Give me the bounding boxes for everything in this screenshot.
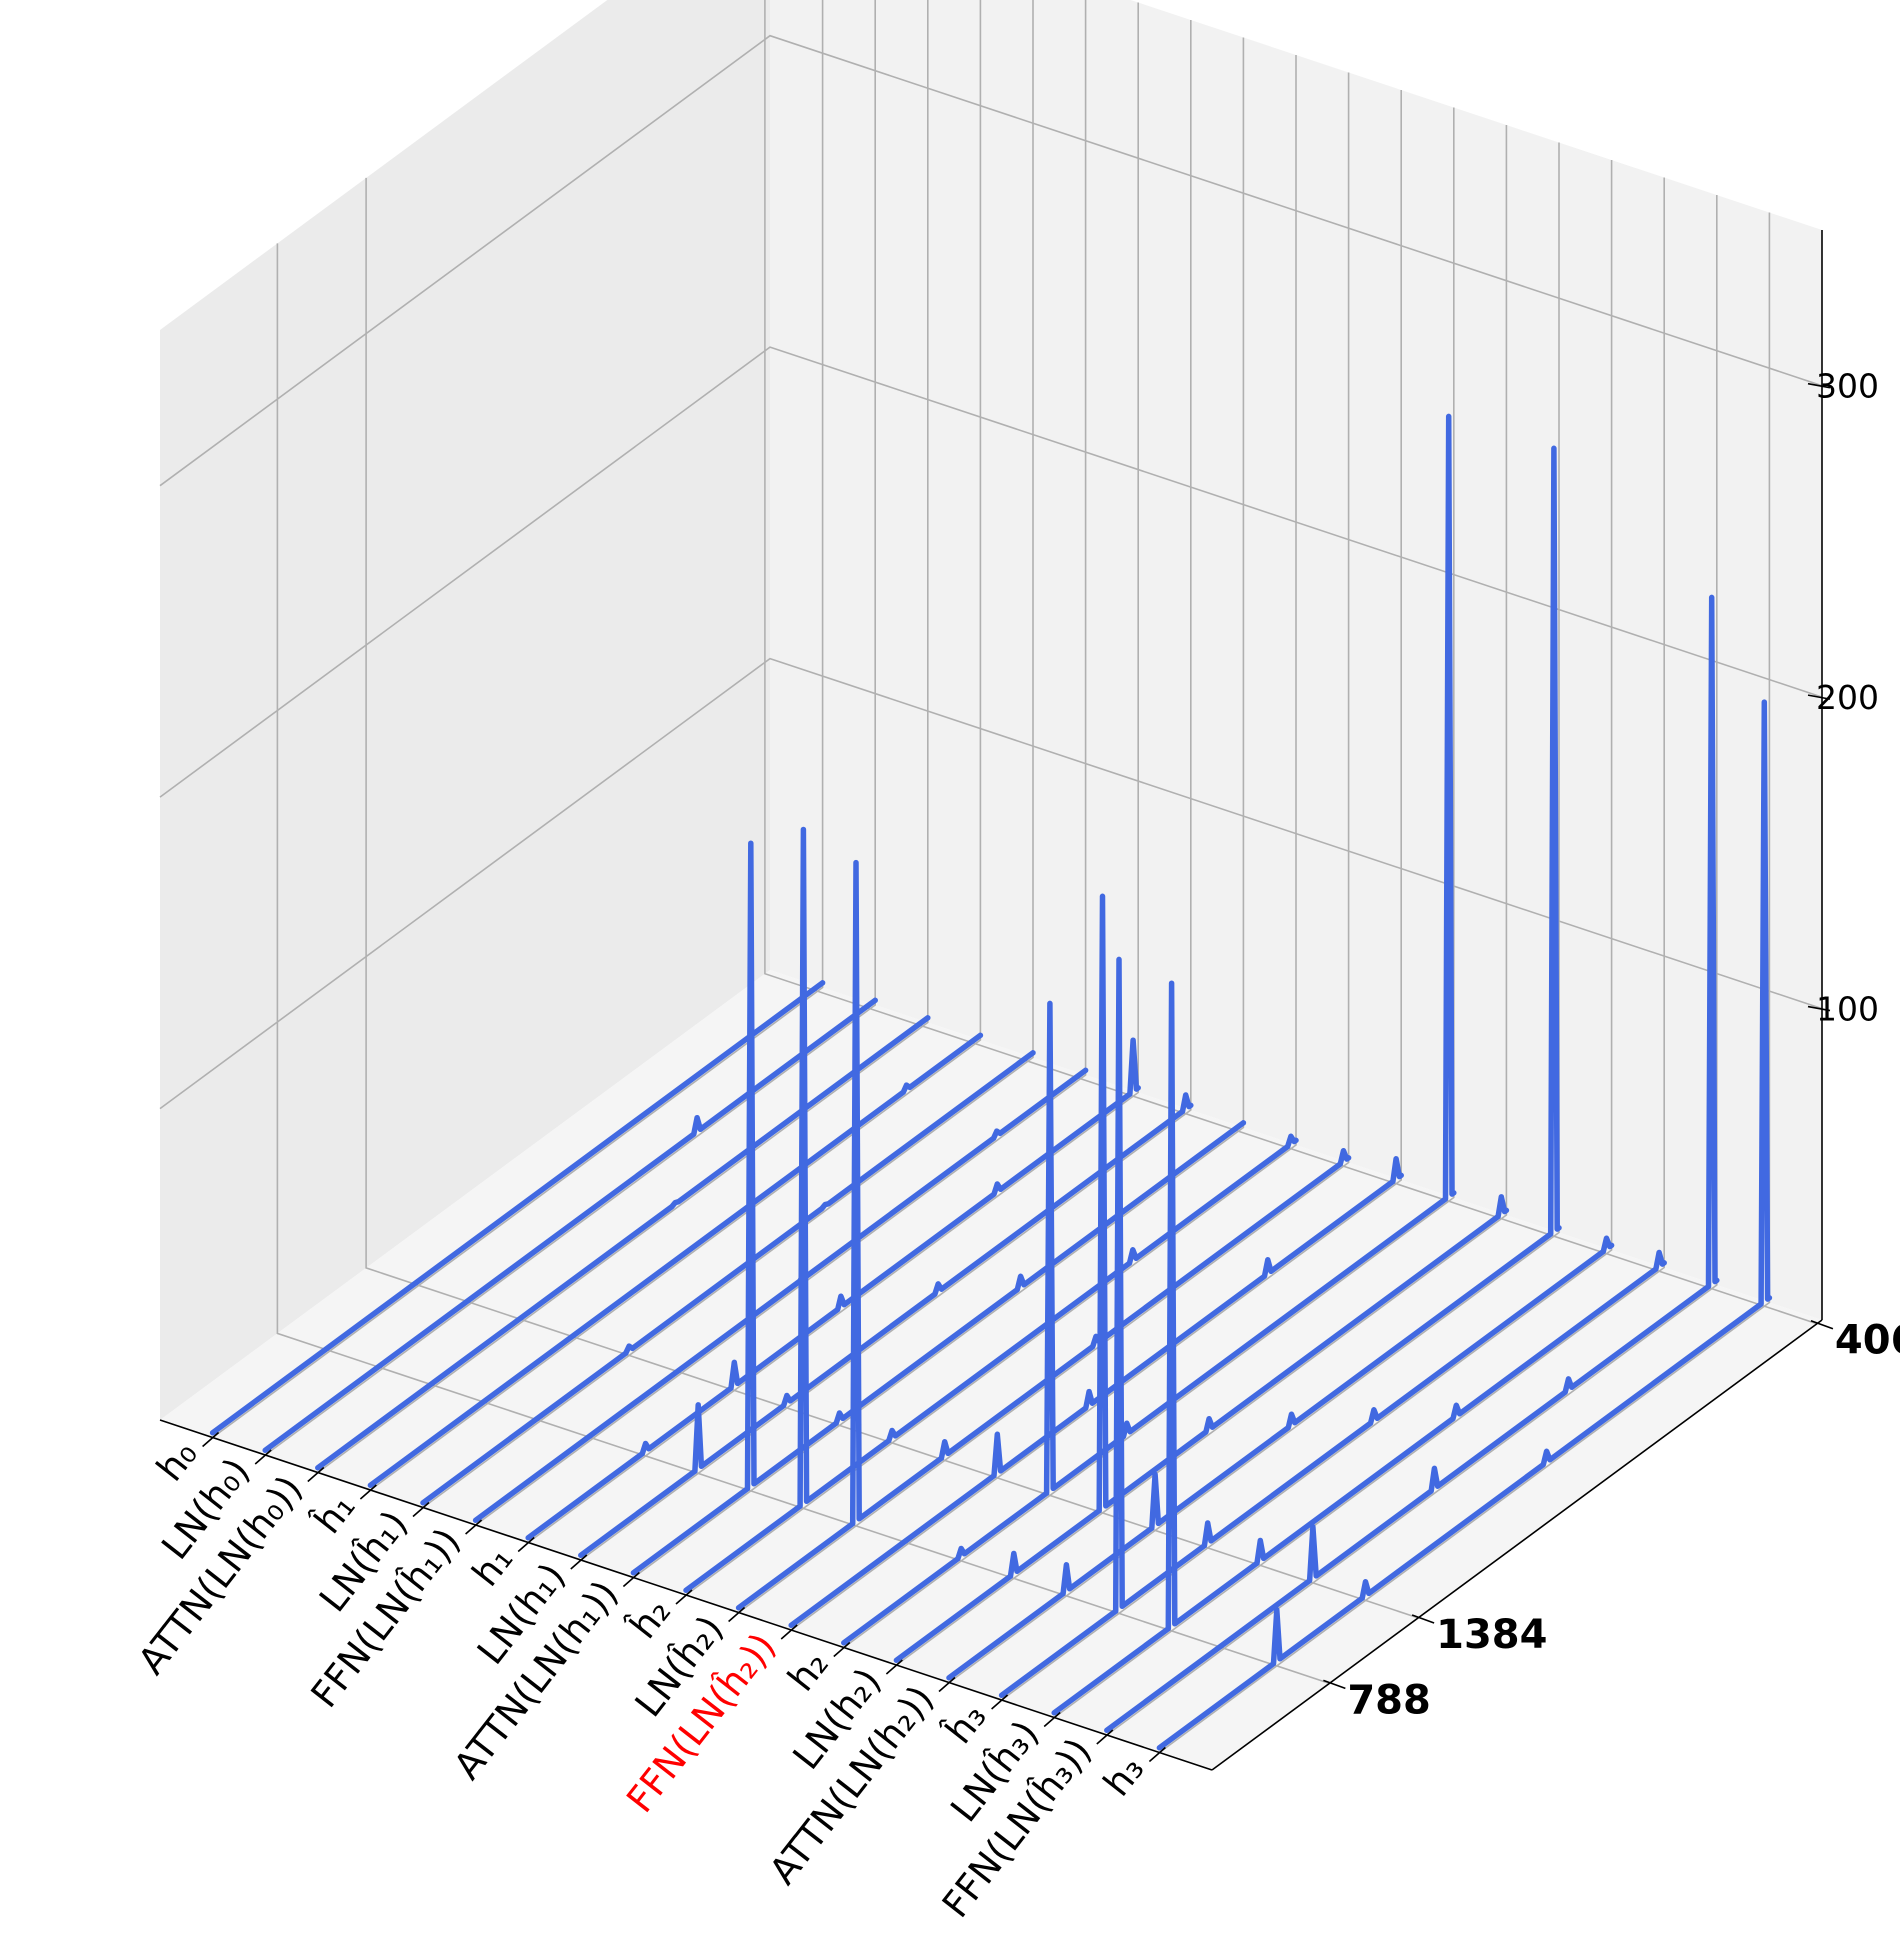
category-tick (780, 1624, 798, 1640)
series-line-10 (683, 826, 1299, 1594)
series-line-1 (209, 980, 826, 1436)
y-tick (1411, 1614, 1435, 1624)
category-tick (833, 1641, 851, 1658)
category-gridline (790, 90, 1402, 1631)
category-gridline (422, 0, 1034, 1509)
category-gridline (369, 0, 982, 1491)
y-tick-label: 788 (1347, 1677, 1431, 1723)
category-tick (202, 1431, 220, 1448)
z-tick (1807, 694, 1831, 700)
category-tick (359, 1484, 377, 1500)
category-label: ĥ₁ (305, 1484, 364, 1542)
category-tick (991, 1694, 1009, 1710)
z-tick-label: 200 (1816, 678, 1879, 717)
series-line-17 (1051, 980, 1667, 1716)
category-gridline (1053, 177, 1665, 1719)
series-line-19 (1156, 699, 1773, 1751)
category-gridline (580, 20, 1192, 1561)
category-tick (622, 1571, 640, 1588)
category-tick (1043, 1711, 1061, 1728)
series-line-15 (946, 445, 1562, 1681)
category-gridline (1001, 160, 1613, 1701)
left-pane (160, 0, 770, 1420)
category-gridline (738, 72, 1350, 1614)
category-gridline (475, 0, 1087, 1526)
series-line-11 (735, 859, 1352, 1611)
category-tick (465, 1519, 483, 1535)
y-tick-label: 1384 (1436, 1612, 1547, 1658)
y-tick-label: 4062 (1835, 1318, 1900, 1364)
series-line-16 (998, 956, 1615, 1699)
gridlines (159, 0, 1823, 1754)
category-gridline (1106, 195, 1718, 1736)
category-tick (307, 1466, 325, 1483)
series-line-3 (315, 1015, 931, 1471)
category-tick (885, 1659, 903, 1675)
category-gridline (685, 55, 1297, 1596)
category-gridline (527, 2, 1139, 1544)
category-tick (570, 1554, 588, 1570)
category-label: h₃ (1095, 1748, 1152, 1805)
category-gridline (843, 107, 1455, 1649)
y-tick (1810, 1319, 1834, 1330)
category-label: h₁ (464, 1538, 521, 1595)
category-tick (728, 1606, 746, 1623)
series-line-14 (893, 893, 1510, 1664)
category-label: ĥ₂ (620, 1589, 679, 1647)
y-gridline (365, 177, 1419, 1619)
series-group (209, 413, 1773, 1751)
series-line-2 (262, 997, 878, 1454)
series-line-12 (788, 1156, 1404, 1629)
y-axis (1211, 1319, 1823, 1771)
z-tick (1807, 1005, 1831, 1012)
category-tick (1148, 1746, 1166, 1763)
category-tick (1096, 1729, 1114, 1745)
category-gridline (895, 125, 1508, 1666)
category-tick (517, 1536, 535, 1553)
series-line-4 (367, 1032, 984, 1489)
z-gridline (159, 657, 1823, 1110)
z-tick (1807, 382, 1831, 389)
z-tick-label: 300 (1816, 367, 1879, 406)
y-tick (1323, 1679, 1346, 1690)
y-gridline (764, 0, 1818, 1325)
series-line-13 (841, 413, 1457, 1646)
z-tick-label: 100 (1816, 990, 1879, 1029)
z-gridline (159, 346, 1823, 798)
series-line-7 (525, 1037, 1141, 1541)
category-tick (254, 1449, 272, 1465)
category-label: h₂ (779, 1643, 836, 1700)
category-gridline (212, 0, 824, 1439)
series-line-18 (1104, 594, 1720, 1734)
series-line-9 (630, 840, 1247, 1576)
category-tick (675, 1589, 693, 1605)
category-gridline (948, 142, 1560, 1684)
z-gridline (159, 34, 1823, 487)
category-label: h₀ (148, 1433, 205, 1490)
y-gridline (276, 243, 1330, 1685)
category-gridline (1158, 212, 1771, 1754)
category-tick (938, 1676, 956, 1693)
series-line-8 (578, 1092, 1194, 1559)
category-gridline (632, 37, 1245, 1579)
category-gridline (264, 0, 877, 1456)
series-line-5 (420, 1050, 1036, 1506)
category-tick (412, 1501, 430, 1518)
category-gridline (317, 0, 929, 1474)
category-label: ĥ₃ (936, 1694, 995, 1752)
